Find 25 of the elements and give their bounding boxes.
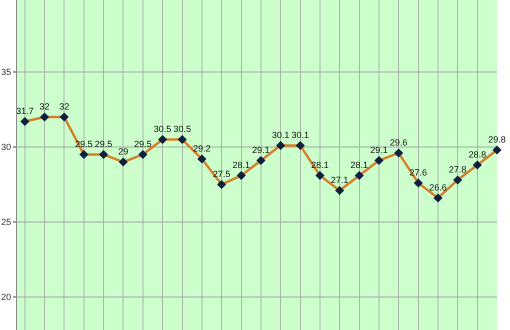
data-label: 28.1 xyxy=(350,160,368,170)
y-tick-label: 25 xyxy=(1,217,12,228)
data-label: 30.1 xyxy=(272,130,290,140)
data-label: 28.8 xyxy=(468,149,486,160)
data-label: 29.1 xyxy=(252,144,270,155)
data-label: 27.8 xyxy=(448,164,466,174)
data-label: 29 xyxy=(118,146,128,156)
data-label: 32 xyxy=(59,101,70,112)
data-label: 31.7 xyxy=(16,106,34,116)
data-label: 30.5 xyxy=(154,124,172,134)
data-label: 28.1 xyxy=(232,160,250,170)
data-label: 32 xyxy=(40,101,50,112)
data-label: 29.5 xyxy=(94,138,112,149)
y-tick-label: 35 xyxy=(1,67,12,78)
data-label: 29.5 xyxy=(134,138,152,149)
data-label: 29.1 xyxy=(370,144,388,155)
y-tick-label: 20 xyxy=(1,292,12,302)
data-label: 29.6 xyxy=(390,137,408,148)
data-label: 29.2 xyxy=(193,143,211,154)
data-label: 27.1 xyxy=(330,174,348,185)
y-tick-label: 30 xyxy=(1,142,12,152)
data-label: 30.5 xyxy=(173,124,192,134)
data-label: 30.1 xyxy=(292,130,310,140)
data-label: 26.6 xyxy=(429,182,447,192)
data-label: 29.8 xyxy=(488,134,506,144)
